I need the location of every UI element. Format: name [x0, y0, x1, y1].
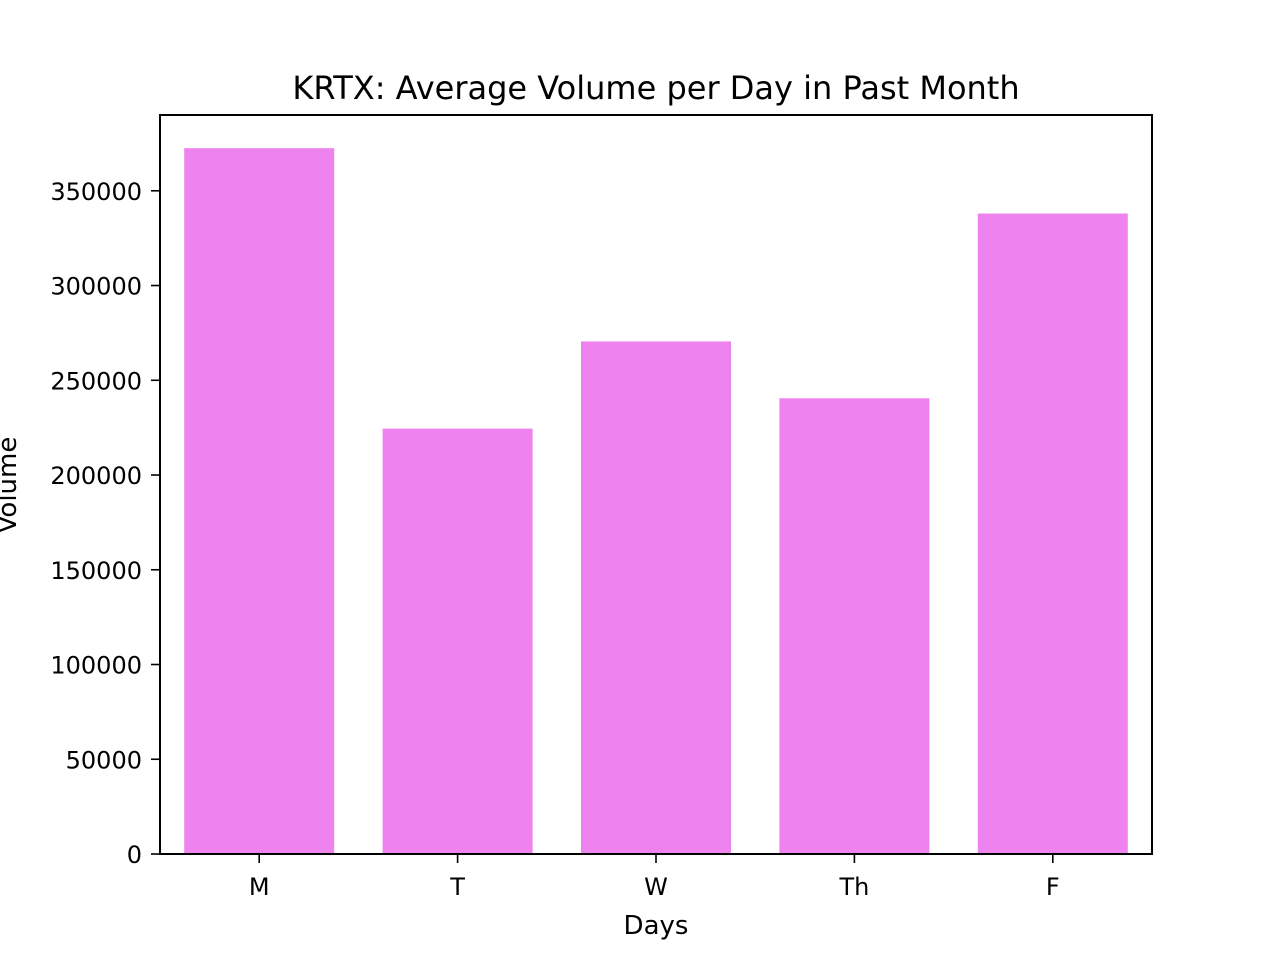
y-axis: 0 50000 100000 150000 200000 250000 300000 3500… — [50, 178, 160, 869]
x-tick-label: Th — [838, 873, 869, 901]
y-tick-label: 200000 — [50, 462, 142, 490]
bar-th — [779, 398, 930, 854]
y-tick-label: 300000 — [50, 273, 142, 301]
y-tick-label: 0 — [127, 841, 142, 869]
x-tick-label: T — [449, 873, 465, 901]
chart-title: KRTX: Average Volume per Day in Past Mon… — [292, 69, 1019, 107]
x-axis: M T W Th F — [249, 854, 1060, 901]
x-tick-label: M — [249, 873, 270, 901]
bar-f — [977, 213, 1128, 855]
y-tick-label: 150000 — [50, 557, 142, 585]
y-tick-label: 100000 — [50, 652, 142, 680]
bar-m — [184, 148, 335, 854]
y-tick-label: 250000 — [50, 367, 142, 395]
y-axis-label: Volume — [0, 437, 23, 534]
y-tick-label: 350000 — [50, 178, 142, 206]
x-tick-label: W — [644, 873, 668, 901]
bars-group — [184, 148, 1128, 855]
x-axis-label: Days — [624, 911, 689, 941]
y-tick-label: 50000 — [66, 746, 142, 774]
x-tick-label: F — [1046, 873, 1060, 901]
bar-t — [382, 428, 533, 854]
bar-w — [581, 341, 731, 855]
